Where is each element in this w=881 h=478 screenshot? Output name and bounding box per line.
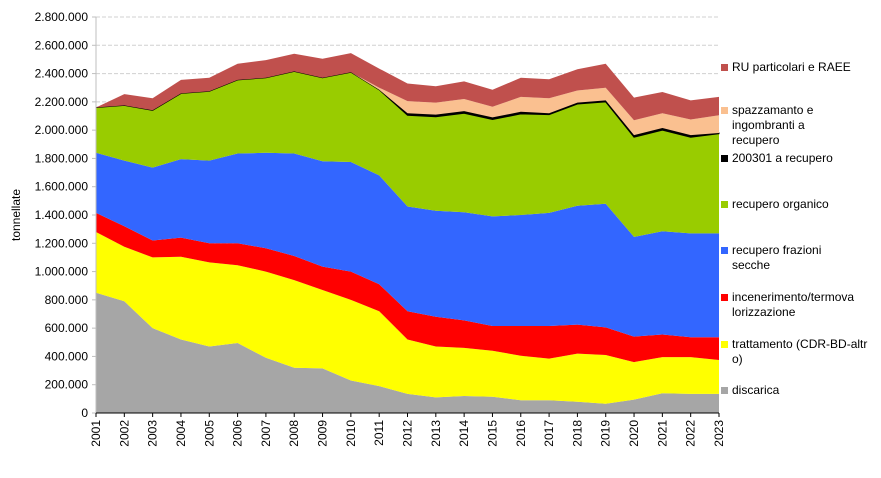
y-tick-label: 1.200.000 xyxy=(35,236,89,250)
legend-label: trattamento (CDR-BD-altro) xyxy=(732,337,868,366)
x-tick-label: 2020 xyxy=(627,420,641,447)
legend-label: recupero frazioni secche xyxy=(732,243,872,273)
legend-label-line: spazzamanto e xyxy=(732,103,814,117)
legend-label: 200301 a recupero xyxy=(732,151,833,165)
x-tick-label: 2014 xyxy=(457,420,471,447)
x-tick-label: 2006 xyxy=(231,420,245,447)
legend-swatch xyxy=(721,294,728,301)
y-tick-label: 2.400.000 xyxy=(35,67,89,81)
y-tick-label: 2.800.000 xyxy=(35,10,89,24)
x-tick-label: 2003 xyxy=(146,420,160,447)
legend-swatch xyxy=(721,155,728,162)
x-tick-label: 2012 xyxy=(401,420,415,447)
x-tick-label: 2016 xyxy=(514,420,528,447)
legend-item-ru-particolari-e-raee: RU particolari e RAEE xyxy=(721,60,872,75)
legend-label-line: recupero xyxy=(732,133,780,147)
legend-label-line: recupero frazioni xyxy=(732,243,822,257)
legend-item-recupero-organico: recupero organico xyxy=(721,197,872,212)
axes xyxy=(92,16,720,417)
legend-label: spazzamanto e ingombranti a recupero xyxy=(732,103,872,148)
legend-item-spazzamanto-e-ingombranti-a-recupero: spazzamanto e ingombranti a recupero xyxy=(721,103,872,148)
legend-label: discarica xyxy=(732,383,780,397)
x-tick-label: 2017 xyxy=(542,420,556,447)
x-tick-label: 2019 xyxy=(599,420,613,447)
x-tick-label: 2013 xyxy=(429,420,443,447)
y-axis-title: tonnellate xyxy=(9,189,23,241)
legend-item-discarica: discarica xyxy=(721,383,872,398)
area-incenerimento-termovalorizzazione xyxy=(96,212,719,363)
y-tick-label: 1.800.000 xyxy=(35,151,89,165)
y-tick-labels: 0 200.000 400.000 600.000 800.000 1.000.000 1.… xyxy=(35,10,89,420)
area-trattamento-cdr-bd-altro xyxy=(96,232,719,404)
x-tick-label: 2009 xyxy=(316,420,330,447)
x-tick-label: 2004 xyxy=(174,420,188,447)
x-tick-label: 2010 xyxy=(344,420,358,447)
legend-swatch xyxy=(721,201,728,208)
x-tick-label: 2021 xyxy=(655,420,669,447)
legend-item-recupero-frazioni-secche: recupero frazioni secche xyxy=(721,243,872,273)
x-tick-label: 2022 xyxy=(684,420,698,447)
legend-swatch xyxy=(721,387,728,394)
legend-item-incenerimento-termovalorizzazione: incenerimento/termova lorizzazione xyxy=(721,290,872,320)
legend-swatch xyxy=(721,247,728,254)
area-recupero-organico xyxy=(96,71,719,237)
area-spazzamanto-e-ingombranti-a-recupero xyxy=(96,71,719,136)
y-tick-label: 2.000.000 xyxy=(35,123,89,137)
legend-swatch xyxy=(721,341,728,348)
y-tick-label: 400.000 xyxy=(45,349,89,363)
x-tick-label: 2023 xyxy=(712,420,726,447)
x-tick-label: 2015 xyxy=(485,420,499,447)
area-discarica xyxy=(96,292,719,413)
legend-label-line: incenerimento/termova xyxy=(732,290,855,304)
x-tick-label: 2001 xyxy=(89,420,103,447)
area-series xyxy=(95,53,720,413)
legend-swatch xyxy=(721,64,728,71)
legend-swatch xyxy=(721,107,728,114)
x-tick-label: 2005 xyxy=(202,420,216,447)
x-tick-label: 2018 xyxy=(570,420,584,447)
legend-label: RU particolari e RAEE xyxy=(732,60,851,74)
x-tick-label: 2008 xyxy=(287,420,301,447)
x-tick-label: 2011 xyxy=(372,420,386,446)
y-tick-label: 1.000.000 xyxy=(35,265,89,279)
y-tick-label: 200.000 xyxy=(45,378,89,392)
legend-label: recupero organico xyxy=(732,197,829,211)
legend-label-line: secche xyxy=(732,258,771,272)
y-tick-label: 1.600.000 xyxy=(35,180,89,194)
y-tick-label: 1.400.000 xyxy=(35,208,89,222)
y-tick-label: 2.600.000 xyxy=(35,38,89,52)
legend-item-200301-a-recupero: 200301 a recupero xyxy=(721,151,872,166)
y-tick-label: 600.000 xyxy=(45,321,89,335)
legend-label-line: ingombranti a xyxy=(732,118,805,132)
x-tick-labels: 2001 2002 2003 2004 2005 2006 2007 2008 2009 2010… xyxy=(89,420,726,447)
legend-label-line: lorizzazione xyxy=(732,305,796,319)
legend-item-trattamento-cdr-bd-altro: trattamento (CDR-BD-altro) xyxy=(721,337,872,367)
x-tick-label: 2007 xyxy=(259,420,273,447)
area-ru-particolari-e-raee xyxy=(96,53,719,121)
x-tick-label: 2002 xyxy=(117,420,131,447)
y-tick-label: 800.000 xyxy=(45,293,89,307)
y-tick-label: 2.200.000 xyxy=(35,95,89,109)
area-recupero-frazioni-secche xyxy=(96,152,719,338)
legend-label: incenerimento/termova lorizzazione xyxy=(732,290,872,320)
y-tick-label: 0 xyxy=(81,406,88,420)
